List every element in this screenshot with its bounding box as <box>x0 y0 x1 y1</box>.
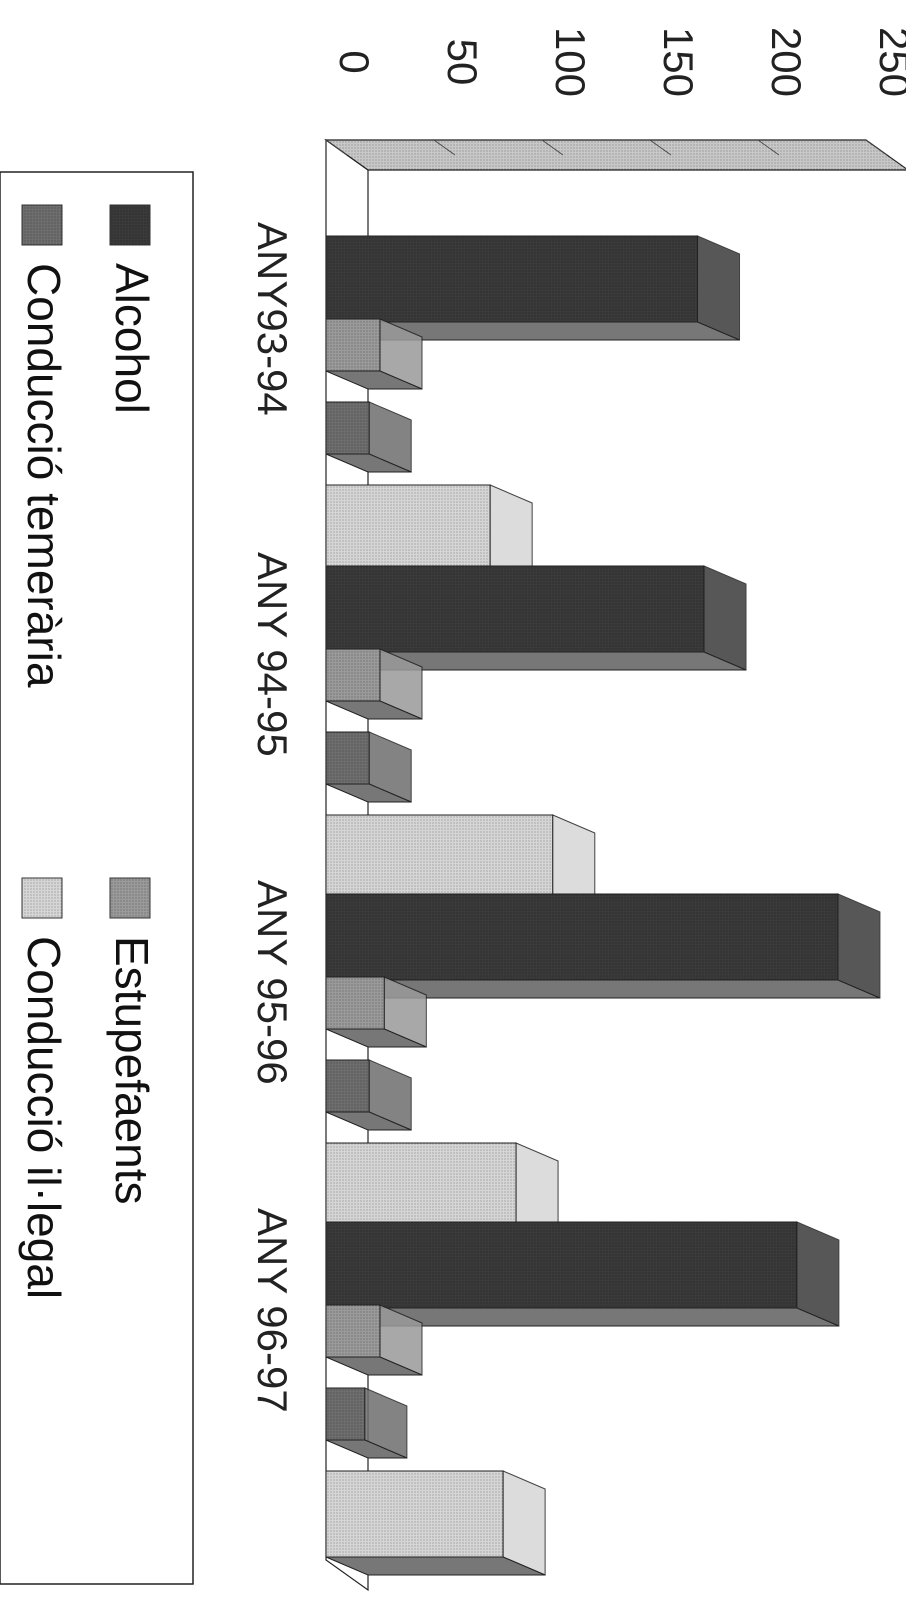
bar-bottom-face <box>325 453 412 473</box>
legend-label: Alcohol <box>106 263 158 414</box>
bar-bottom-face <box>325 370 423 390</box>
bar-texture <box>326 1060 370 1112</box>
tick-label: 200 <box>763 27 810 97</box>
legend-swatch-texture <box>110 878 150 918</box>
tick-mark <box>757 139 780 156</box>
tick-mark <box>541 139 564 156</box>
bar-texture <box>326 815 553 901</box>
bar-texture <box>326 1471 504 1557</box>
legend-swatch-texture <box>22 878 62 918</box>
bar-layer <box>325 235 881 1576</box>
tick-label: 0 <box>331 50 378 73</box>
tick-mark <box>649 139 672 156</box>
bar-texture <box>326 566 704 652</box>
category-label: ANY 96-97 <box>249 1208 296 1413</box>
legend-label: Conducció il·legal <box>18 936 70 1299</box>
category-label: ANY93-94 <box>249 222 296 416</box>
bar-bottom-face <box>325 700 423 720</box>
legend-swatch-texture <box>110 205 150 245</box>
bar-texture <box>326 732 370 784</box>
bar-texture <box>326 236 698 322</box>
tick-mark <box>325 139 348 156</box>
bar-texture <box>326 402 370 454</box>
chart-side-wall-texture <box>326 140 906 170</box>
bar-texture <box>326 1143 517 1229</box>
category-label: ANY 94-95 <box>249 552 296 757</box>
bar-texture <box>326 1305 380 1357</box>
bar-texture <box>326 894 838 980</box>
bar-bottom-face <box>325 1028 427 1048</box>
legend-swatch-texture <box>22 205 62 245</box>
legend: Alcohol Estupefaents Conducció temerària Co… <box>0 171 194 1585</box>
bar-bottom-face <box>325 1111 412 1131</box>
bar-bottom-face <box>325 1439 408 1459</box>
legend-label: Estupefaents <box>106 936 158 1205</box>
bar-texture <box>326 649 380 701</box>
bar-texture <box>326 485 491 571</box>
tick-mark <box>865 139 888 156</box>
bar-texture <box>326 1222 797 1308</box>
legend-label: Conducció temerària <box>18 263 70 688</box>
tick-label: 100 <box>547 27 594 97</box>
label-layer: 0 50 100 150 200 250 ANY93-94 ANY 94-95 ANY 95-9… <box>249 27 906 1413</box>
bar-texture <box>326 1388 365 1440</box>
bar-texture <box>326 319 380 371</box>
bar-bottom-face <box>325 1556 546 1576</box>
category-label: ANY 95-96 <box>249 880 296 1085</box>
bar-texture <box>326 977 385 1029</box>
bar-bottom-face <box>325 1356 423 1376</box>
tick-mark <box>433 139 456 156</box>
tick-label: 150 <box>655 27 702 97</box>
tick-label: 250 <box>871 27 906 97</box>
legend-box <box>0 171 194 1585</box>
tick-label: 50 <box>439 39 486 86</box>
bar-bottom-face <box>325 783 412 803</box>
